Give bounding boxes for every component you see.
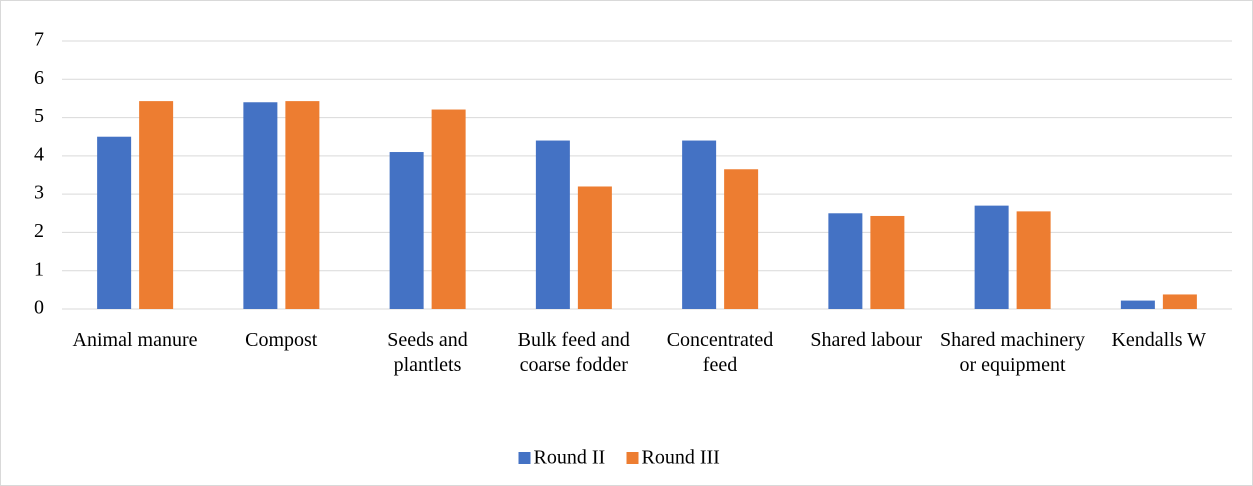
x-tick-label: Concentrated feed <box>666 329 774 376</box>
x-tick-label: Seeds and plantlets <box>387 329 468 376</box>
bar <box>1120 300 1155 309</box>
y-tick-label: 2 <box>34 220 44 242</box>
x-tick-label: Compost <box>245 329 318 351</box>
y-tick-label: 7 <box>34 29 44 51</box>
x-tick-label: Shared machinery or equipment <box>940 329 1085 376</box>
y-tick-label: 6 <box>34 67 44 89</box>
bar <box>724 169 759 309</box>
bar <box>870 215 905 309</box>
bar <box>682 140 717 309</box>
bar <box>389 152 424 309</box>
y-tick-label: 0 <box>34 297 44 319</box>
x-tick-label: Bulk feed and coarse fodder <box>517 329 630 376</box>
x-tick-label: Animal manure <box>72 329 198 351</box>
x-tick-label: Kendalls W <box>1111 329 1207 351</box>
bar <box>1162 294 1197 309</box>
legend-swatch <box>518 452 531 464</box>
y-tick-label: 5 <box>34 105 44 127</box>
legend-swatch <box>626 452 639 464</box>
bar <box>285 101 320 309</box>
y-tick-label: 4 <box>34 143 44 165</box>
bar <box>828 213 863 309</box>
bar <box>1016 211 1051 309</box>
bar <box>139 101 174 309</box>
bar <box>431 109 466 309</box>
y-tick-label: 3 <box>34 182 44 204</box>
bar <box>974 205 1009 309</box>
legend-label: Round III <box>642 447 720 469</box>
bar <box>535 140 570 309</box>
y-tick-label: 1 <box>34 258 44 280</box>
bar <box>97 136 132 309</box>
legend-label: Round II <box>534 447 606 469</box>
x-tick-label: Shared labour <box>810 329 923 351</box>
bar <box>243 102 278 309</box>
bar <box>577 186 612 309</box>
